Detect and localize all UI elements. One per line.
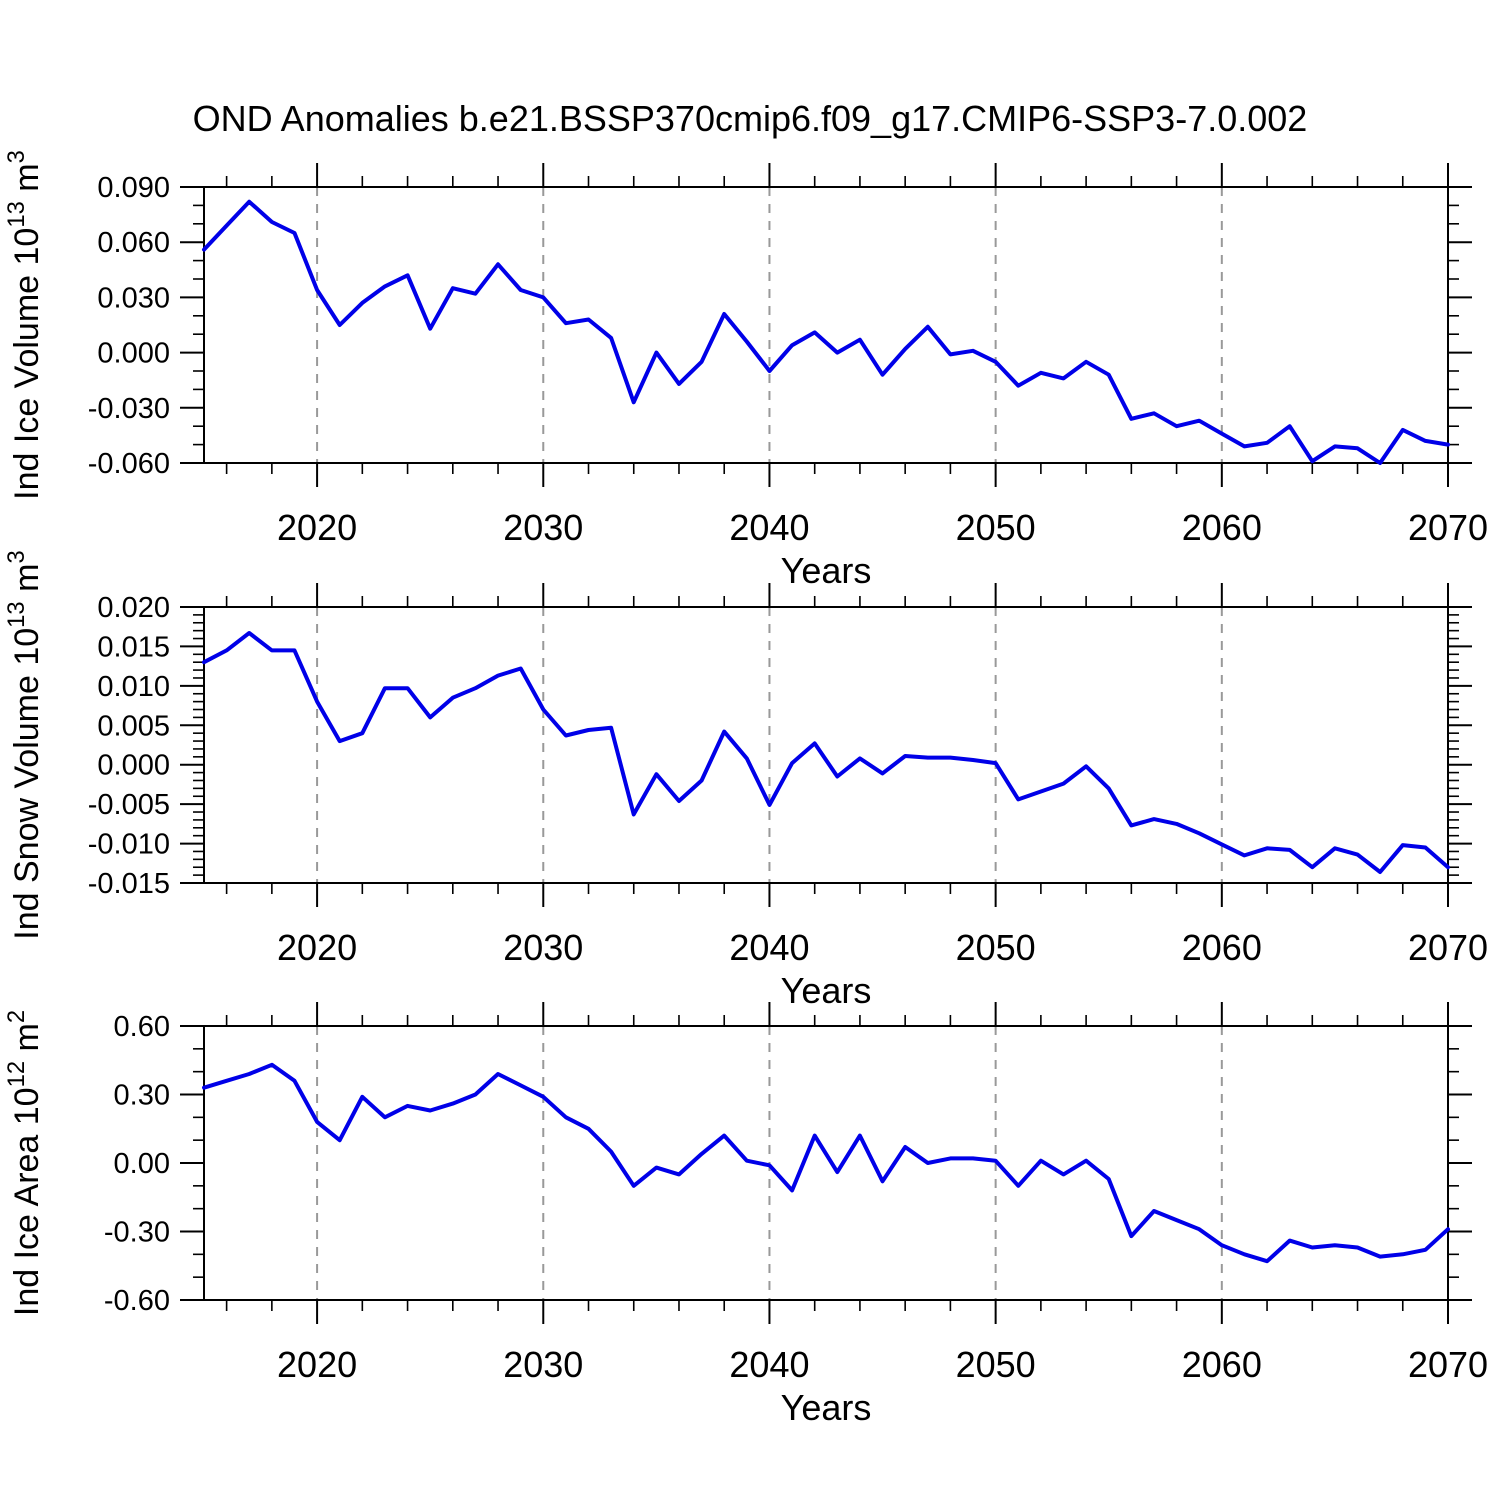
panel-ice-volume: 2020 2030 2040 2050 2060 2070 0.090 0.060 0.030 0… <box>3 150 1488 591</box>
x-tick-label: 2070 <box>1408 507 1488 548</box>
plot-frame <box>203 186 1449 464</box>
y-tick-label: -0.010 <box>88 829 170 861</box>
x-tick-label: 2070 <box>1408 927 1488 968</box>
x-axis-title: Years <box>781 1387 872 1428</box>
panel-snow-volume: 2020 2030 2040 2050 2060 2070 0.020 0.015 0.010 0… <box>3 550 1488 1011</box>
x-tick-label: 2020 <box>277 507 357 548</box>
y-tick-label: 0.060 <box>97 227 170 259</box>
x-tick-label: 2020 <box>277 1344 357 1385</box>
x-tick-label: 2050 <box>956 927 1036 968</box>
x-tick-label: 2050 <box>956 507 1036 548</box>
x-tick-label: 2030 <box>503 927 583 968</box>
x-tick-label: 2030 <box>503 1344 583 1385</box>
chart-panels: 2020 2030 2040 2050 2060 2070 0.090 0.060 0.030 0… <box>3 150 1488 1428</box>
x-tick-label: 2040 <box>729 1344 809 1385</box>
y-tick-label: 0.00 <box>114 1148 170 1180</box>
y-tick-label: 0.000 <box>97 750 170 782</box>
y-tick-label: 0.005 <box>97 710 170 742</box>
plot-frame <box>203 606 1449 884</box>
x-tick-label: 2070 <box>1408 1344 1488 1385</box>
x-tick-label: 2040 <box>729 507 809 548</box>
y-tick-label: -0.005 <box>88 789 170 821</box>
data-line-snow-volume <box>202 631 1450 874</box>
y-tick-label: 0.000 <box>97 338 170 370</box>
data-line-ice-volume <box>202 199 1450 465</box>
y-tick-label: -0.030 <box>88 393 170 425</box>
y-tick-label: 0.030 <box>97 282 170 314</box>
y-tick-label: 0.020 <box>97 592 170 624</box>
panel-ice-area: 2020 2030 2040 2050 2060 2070 0.60 0.30 0.00 -0.3… <box>3 1002 1488 1428</box>
x-tick-label: 2020 <box>277 927 357 968</box>
x-tick-label: 2040 <box>729 927 809 968</box>
y-tick-label: -0.060 <box>88 448 170 480</box>
chart-title: OND Anomalies b.e21.BSSP370cmip6.f09_g17… <box>193 98 1308 139</box>
y-tick-label: 0.30 <box>114 1080 170 1112</box>
y-tick-label: 0.60 <box>114 1011 170 1043</box>
data-line-ice-area <box>202 1062 1450 1264</box>
y-tick-label: -0.015 <box>88 868 170 900</box>
x-axis-title: Years <box>781 550 872 591</box>
y-tick-label: 0.010 <box>97 671 170 703</box>
x-tick-label: 2030 <box>503 507 583 548</box>
y-axis-title: Ind Ice Volume 1013 m3 <box>3 150 46 500</box>
x-tick-label: 2050 <box>956 1344 1036 1385</box>
y-tick-label: 0.015 <box>97 631 170 663</box>
y-axis-title: Ind Snow Volume 1013 m3 <box>3 550 46 939</box>
y-tick-label: 0.090 <box>97 172 170 204</box>
x-tick-label: 2060 <box>1182 507 1262 548</box>
y-tick-label: -0.60 <box>104 1285 170 1317</box>
y-axis-title: Ind Ice Area 1012 m2 <box>3 1010 46 1316</box>
x-tick-label: 2060 <box>1182 927 1262 968</box>
y-tick-label: -0.30 <box>104 1217 170 1249</box>
x-axis-title: Years <box>781 970 872 1011</box>
x-tick-label: 2060 <box>1182 1344 1262 1385</box>
